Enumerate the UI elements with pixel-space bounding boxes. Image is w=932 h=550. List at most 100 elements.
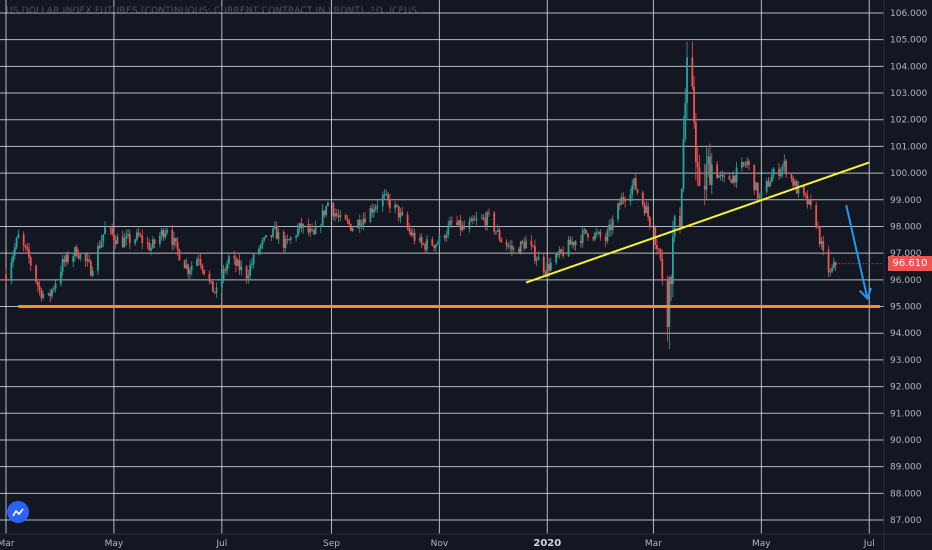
candle-down <box>580 240 582 243</box>
candle-down <box>286 239 289 241</box>
candle-down <box>733 175 736 183</box>
candle-down <box>22 234 25 246</box>
candle-down <box>548 263 550 271</box>
candle-up <box>399 212 402 218</box>
candle-down <box>275 225 278 240</box>
candle-up <box>319 225 322 227</box>
candle-down <box>647 206 650 217</box>
candle-up <box>755 182 757 191</box>
y-tick-label: 98.000 <box>890 222 922 232</box>
candle-up <box>509 245 512 247</box>
candle-up <box>210 281 213 283</box>
candle-up <box>51 289 53 297</box>
candle-up <box>434 244 437 248</box>
candle-down <box>498 229 501 240</box>
candle-down <box>500 239 503 243</box>
candle-up <box>263 237 266 240</box>
candle-up <box>369 208 372 223</box>
candle-up <box>673 215 676 237</box>
x-tick-label: Mar <box>645 539 662 549</box>
candle-down <box>208 273 211 282</box>
candle-down <box>203 270 206 274</box>
y-tick-label: 91.000 <box>890 409 922 419</box>
candle-down <box>420 237 423 244</box>
candle-up <box>717 175 720 178</box>
candle-down <box>657 248 660 250</box>
candle-up <box>13 247 16 256</box>
candle-down <box>300 223 303 228</box>
candle-down <box>482 217 485 219</box>
candle-up <box>519 241 522 254</box>
candle-down <box>450 221 453 223</box>
x-tick-label: 2020 <box>533 538 561 549</box>
candle-down <box>790 174 793 179</box>
candle-up <box>829 271 832 273</box>
candle-down <box>802 185 805 194</box>
candle-down <box>721 174 724 177</box>
candle-layer <box>5 41 837 349</box>
candle-up <box>116 236 119 245</box>
candle-up <box>606 230 609 242</box>
y-tick-label: 90.000 <box>890 436 922 446</box>
y-tick-label: 87.000 <box>890 516 922 526</box>
candle-down <box>505 242 508 247</box>
tradingview-logo-icon[interactable] <box>7 501 29 523</box>
candle-up <box>265 235 267 238</box>
candle-up <box>134 239 137 244</box>
y-tick-label: 103.000 <box>890 89 927 99</box>
candle-up <box>252 254 255 264</box>
candle-up <box>457 220 460 226</box>
candle-down <box>804 193 807 196</box>
candle-up <box>97 245 99 271</box>
candle-up <box>381 194 384 207</box>
candle-down <box>648 216 651 227</box>
candle-up <box>769 181 772 187</box>
candle-up <box>495 231 497 233</box>
candle-up <box>376 206 379 208</box>
candle-down <box>785 160 787 175</box>
candle-down <box>691 57 694 87</box>
candle-down <box>139 235 142 237</box>
candle-up <box>537 256 540 261</box>
candle-down <box>288 239 290 241</box>
candle-down <box>388 199 391 209</box>
candle-down <box>694 122 697 162</box>
candle-up <box>284 239 287 248</box>
candle-up <box>486 212 489 226</box>
candle-down <box>111 228 114 235</box>
candle-up <box>633 178 635 186</box>
candle-down <box>443 235 446 239</box>
candle-down <box>38 286 41 290</box>
candle-down <box>592 237 595 240</box>
candle-down <box>98 245 101 248</box>
candle-down <box>408 227 411 232</box>
candle-up <box>445 234 448 239</box>
candle-down <box>599 231 602 237</box>
candle-up <box>535 260 538 262</box>
candle-up <box>72 256 75 263</box>
candle-down <box>463 225 466 229</box>
candle-down <box>433 245 435 248</box>
candle-down <box>90 261 92 276</box>
candle-up <box>581 230 584 243</box>
candle-down <box>162 230 165 238</box>
candle-up <box>321 210 324 226</box>
candle-down <box>523 242 526 249</box>
candle-up <box>574 240 577 246</box>
candle-down <box>730 179 733 183</box>
candle-up <box>220 279 223 288</box>
candle-up <box>831 268 833 272</box>
candle-down <box>235 258 237 266</box>
candle-down <box>88 259 91 262</box>
candle-up <box>668 277 671 327</box>
candle-up <box>710 164 713 186</box>
candle-up <box>394 204 397 209</box>
candle-down <box>659 249 662 259</box>
candle-down <box>176 241 179 250</box>
candle-up <box>158 235 161 244</box>
candle-down <box>337 215 340 217</box>
candle-down <box>245 266 248 279</box>
